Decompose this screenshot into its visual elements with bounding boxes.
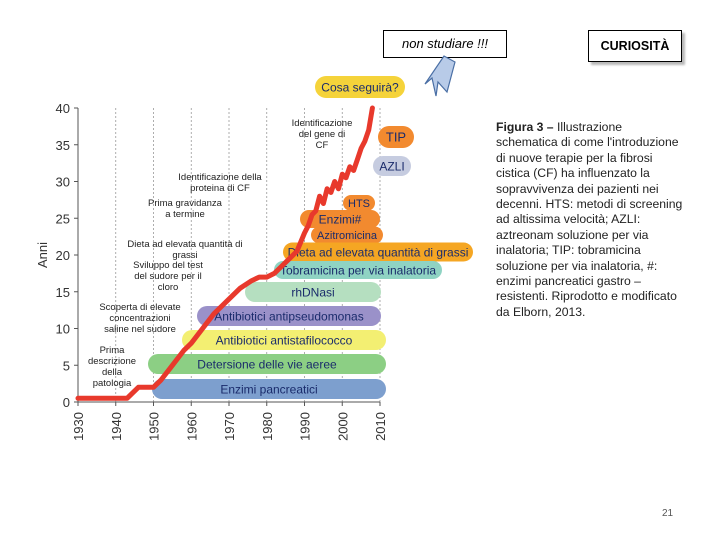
milestone-annotation: Identificazione della proteina di CF — [178, 172, 262, 194]
milestone-annotation: Identificazione del gene di CF — [292, 118, 353, 151]
therapy-label: Enzimi pancreatici — [220, 382, 317, 396]
y-tick-label: 10 — [56, 322, 70, 337]
therapy-pill — [283, 242, 473, 262]
survival-line — [75, 105, 375, 401]
therapy-label: Antibiotici antipseudomonas — [214, 309, 363, 323]
therapy-label: rhDNasi — [291, 285, 334, 299]
milestone-annotation: Sviluppo del test del sudore per il cloro — [133, 260, 203, 293]
chart-axes: 0 5 10 15 20 25 30 35 40 1930 1940 1950 1960 1970 1980… — [35, 101, 388, 441]
therapy-label: Antibiotici antistafilococco — [216, 333, 353, 347]
therapy-label: Dieta ad elevata quantità di grassi — [288, 245, 469, 259]
caption-title: Figura 3 – — [496, 120, 554, 134]
therapy-pills: Cosa seguirà? TIP AZLI HTS Enzimi# Azitromici… — [148, 76, 473, 399]
therapy-label: Enzimi# — [319, 212, 362, 226]
x-tick-label: 1940 — [109, 412, 124, 441]
therapy-label: Detersione delle vie aeree — [197, 357, 337, 371]
note-text: non studiare !!! — [402, 36, 488, 51]
chart-annotations: Identificazione del gene di CF Identificazi… — [88, 118, 352, 389]
y-tick-label: 30 — [56, 175, 70, 190]
x-tick-label: 1980 — [260, 412, 275, 441]
milestone-annotation: Scoperta di elevate concentrazioni saline … — [99, 302, 180, 335]
x-tick-label: 1960 — [184, 412, 199, 441]
pointer-arrow-icon — [424, 55, 456, 97]
y-tick-label: 25 — [56, 211, 70, 226]
therapy-pill — [311, 226, 383, 244]
therapy-label: Cosa seguirà? — [321, 80, 399, 94]
figure-caption: Figura 3 – Illustrazione schematica di c… — [496, 120, 686, 320]
therapy-pill — [148, 354, 386, 374]
therapy-pill — [274, 261, 442, 279]
therapy-label: HTS — [348, 198, 370, 210]
milestone-annotation: Prima descrizione della patologia — [88, 345, 136, 389]
title-box-text: CURIOSITÀ — [600, 39, 670, 53]
y-tick-label: 35 — [56, 138, 70, 153]
therapy-pill — [245, 282, 381, 302]
x-tick-label: 2000 — [335, 412, 350, 441]
chart-series — [75, 105, 375, 401]
y-axis-label: Anni — [35, 242, 50, 268]
therapy-pill — [373, 156, 411, 176]
therapy-label: Azitromicina — [317, 230, 378, 242]
milestone-annotation: Prima gravidanza a termine — [148, 198, 223, 220]
y-tick-label: 5 — [63, 358, 70, 373]
x-tick-label: 1930 — [71, 412, 86, 441]
page-number: 21 — [662, 508, 674, 519]
therapy-label: TIP — [386, 130, 406, 145]
x-tick-label: 1990 — [298, 412, 313, 441]
therapy-pill — [343, 195, 375, 211]
therapy-pill — [315, 76, 405, 98]
caption-text: Illustrazione schematica di come l'intro… — [496, 120, 683, 319]
note-box: non studiare !!! — [383, 30, 507, 58]
therapy-pill — [182, 330, 386, 350]
therapy-pill — [152, 379, 386, 399]
y-tick-label: 40 — [56, 101, 70, 116]
x-tick-label: 2010 — [373, 412, 388, 441]
therapy-pill — [197, 306, 381, 326]
x-tick-label: 1950 — [147, 412, 162, 441]
therapy-pill — [378, 126, 414, 148]
therapy-label: Tobramicina per via inalatoria — [280, 263, 436, 277]
title-box: CURIOSITÀ — [588, 30, 682, 62]
therapy-label: AZLI — [379, 159, 404, 173]
y-tick-label: 20 — [56, 248, 70, 263]
therapy-pill — [300, 210, 380, 228]
milestone-annotation: Dieta ad elevata quantità di grassi — [127, 239, 242, 261]
y-tick-label: 0 — [63, 395, 70, 410]
x-tick-label: 1970 — [222, 412, 237, 441]
y-tick-label: 15 — [56, 285, 70, 300]
